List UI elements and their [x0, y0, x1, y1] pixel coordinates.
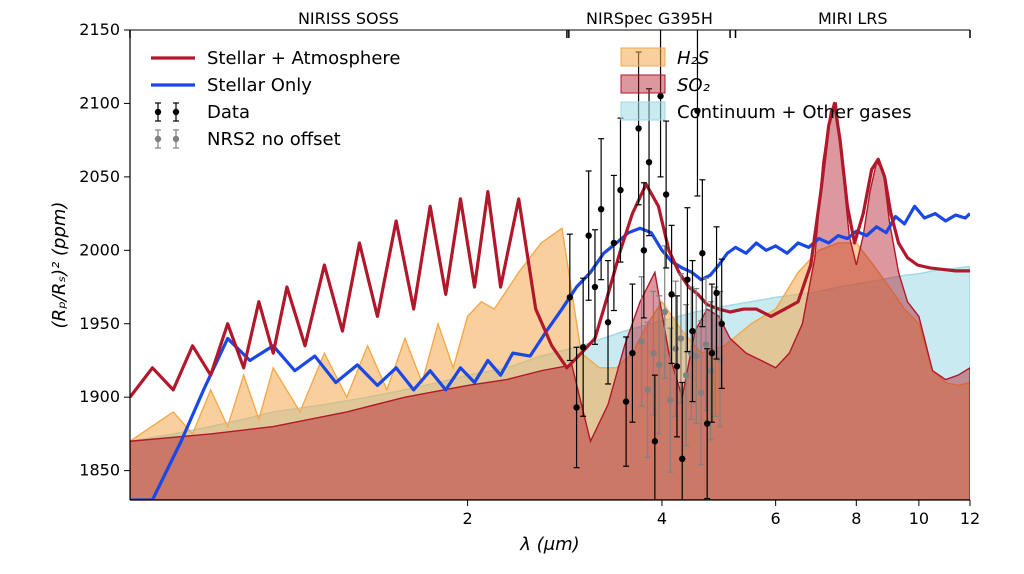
legend-item-label: Data	[207, 102, 250, 123]
chart-container: 1850 1900 1950 2000 2050 2100 2150 2 4 6 8 10 12 (Rₚ/…	[0, 0, 1024, 574]
instrument-label: MIRI LRS	[818, 9, 888, 28]
legend-item-label: Stellar + Atmosphere	[207, 48, 400, 69]
y-tick-label: 1850	[79, 461, 120, 480]
instrument-label: NIRSpec G395H	[586, 9, 713, 28]
legend-item-label: Continuum + Other gases	[677, 102, 911, 123]
y-tick-label: 1900	[79, 387, 120, 406]
x-tick-label: 8	[851, 509, 861, 528]
legend-item-label: Stellar Only	[207, 75, 312, 96]
spectrum-chart: 1850 1900 1950 2000 2050 2100 2150 2 4 6 8 10 12 (Rₚ/…	[0, 0, 1024, 574]
y-axis-label: (Rₚ/Rₛ)² (ppm)	[49, 202, 70, 329]
x-tick-label: 12	[960, 509, 980, 528]
y-tick-label: 1950	[79, 314, 120, 333]
legend-item-label: SO₂	[677, 75, 710, 96]
y-tick-label: 2150	[79, 20, 120, 39]
x-tick-label: 4	[657, 509, 667, 528]
x-tick-label: 10	[909, 509, 929, 528]
y-tick-label: 2050	[79, 167, 120, 186]
y-tick-label: 2100	[79, 93, 120, 112]
legend-left: Stellar + Atmosphere Stellar Only Data NRS2…	[151, 48, 400, 150]
legend-item-label: H₂S	[677, 48, 709, 69]
x-tick-label: 6	[771, 509, 781, 528]
instrument-label: NIRISS SOSS	[298, 9, 399, 28]
x-tick-label: 2	[462, 509, 472, 528]
legend-item-label: NRS2 no offset	[207, 129, 341, 150]
y-tick-label: 2000	[79, 240, 120, 259]
legend-right: H₂S SO₂ Continuum + Other gases	[621, 48, 911, 123]
x-axis-label: λ (μm)	[519, 534, 579, 555]
